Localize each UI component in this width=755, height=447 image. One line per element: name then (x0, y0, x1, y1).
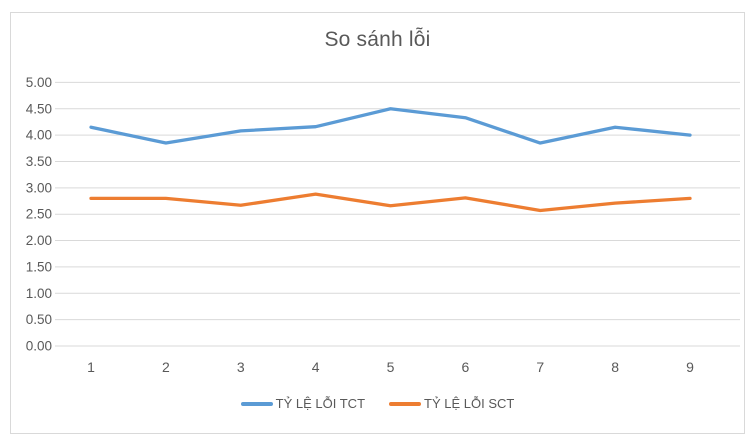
chart-title: So sánh lỗi (324, 28, 431, 51)
legend-swatch-tct-icon (240, 401, 273, 406)
x-axis-tick-label: 2 (162, 359, 170, 375)
y-axis-tick-label: 0.50 (26, 312, 52, 327)
y-axis-tick-label: 2.00 (26, 233, 52, 248)
y-axis-tick-label: 5.00 (26, 75, 52, 90)
x-axis-tick-label: 1 (87, 359, 95, 375)
y-axis-tick-label: 4.50 (26, 101, 52, 116)
x-axis-tick-label: 9 (686, 359, 694, 375)
x-axis-tick-label: 6 (461, 359, 469, 375)
x-axis-tick-label: 3 (237, 359, 245, 375)
legend-item-sct[interactable]: TỶ LỆ LỖI SCT (389, 396, 514, 411)
x-axis-tick-label: 5 (387, 359, 395, 375)
y-axis-tick-label: 1.50 (26, 259, 52, 274)
y-axis-tick-label: 2.50 (26, 207, 52, 222)
series-line-tct[interactable] (89, 107, 692, 145)
legend-item-tct[interactable]: TỶ LỆ LỖI TCT (240, 396, 366, 411)
x-axis-tick-label: 7 (536, 359, 544, 375)
series-line-sct[interactable] (89, 192, 692, 213)
y-axis-tick-label: 4.00 (26, 128, 52, 143)
y-axis-tick-label: 3.50 (26, 154, 52, 169)
x-axis-tick-label: 8 (611, 359, 619, 375)
x-axis-tick-label: 4 (312, 359, 320, 375)
y-axis-tick-label: 3.00 (26, 180, 52, 195)
legend-label-tct: TỶ LỆ LỖI TCT (275, 396, 366, 411)
y-axis-tick-label: 1.00 (26, 286, 52, 301)
chart-legend: TỶ LỆ LỖI TCT TỶ LỆ LỖI SCT (0, 396, 755, 411)
legend-swatch-sct-icon (389, 401, 422, 406)
y-axis-tick-label: 0.00 (26, 339, 52, 354)
legend-label-sct: TỶ LỆ LỖI SCT (424, 396, 515, 411)
